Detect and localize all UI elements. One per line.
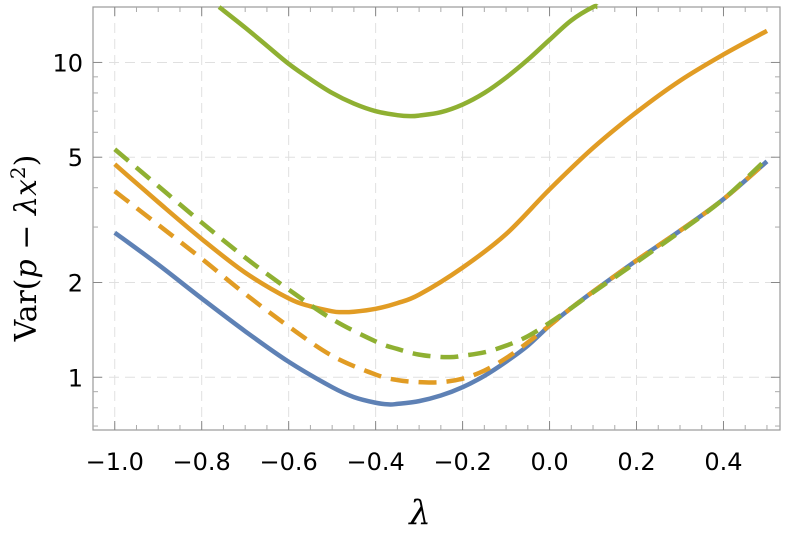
series-group (113, 3, 769, 407)
x-tick-label: −0.4 (346, 448, 404, 476)
x-tick-label: −0.6 (260, 448, 318, 476)
y-axis-label-suffix: ) (9, 155, 44, 167)
series-line-2 (113, 159, 769, 385)
x-tick-label: 0.0 (530, 448, 568, 476)
x-tick-label: 0.4 (704, 448, 742, 476)
y-tick-label: 2 (68, 269, 83, 297)
ticks: −1.0 −0.8 −0.6 −0.4 −0.2 0.0 0.2 0.4 1 2 5 10 (52, 7, 780, 476)
y-tick-label: 5 (68, 144, 83, 172)
x-axis-label: λ (407, 493, 431, 533)
x-tick-label: −0.8 (173, 448, 231, 476)
y-axis-label-prefix: Var( (9, 278, 44, 342)
y-axis-label-exponent: 2 (6, 166, 30, 179)
y-axis-label-x: x (9, 179, 44, 196)
y-axis-label: Var(p − λx2) (6, 155, 44, 343)
series-line-3 (113, 28, 769, 315)
x-tick-label: −1.0 (86, 448, 144, 476)
y-tick-label: 1 (68, 364, 83, 392)
y-axis-label-mid: − λ (9, 196, 44, 259)
x-tick-label: −0.2 (433, 448, 491, 476)
y-tick-label: 10 (52, 49, 83, 77)
grid (93, 7, 780, 430)
y-axis-label-p: p (9, 259, 44, 278)
plot-frame (92, 6, 781, 431)
x-tick-label: 0.2 (617, 448, 655, 476)
series-line-5 (217, 3, 600, 119)
series-line-4 (113, 147, 769, 360)
